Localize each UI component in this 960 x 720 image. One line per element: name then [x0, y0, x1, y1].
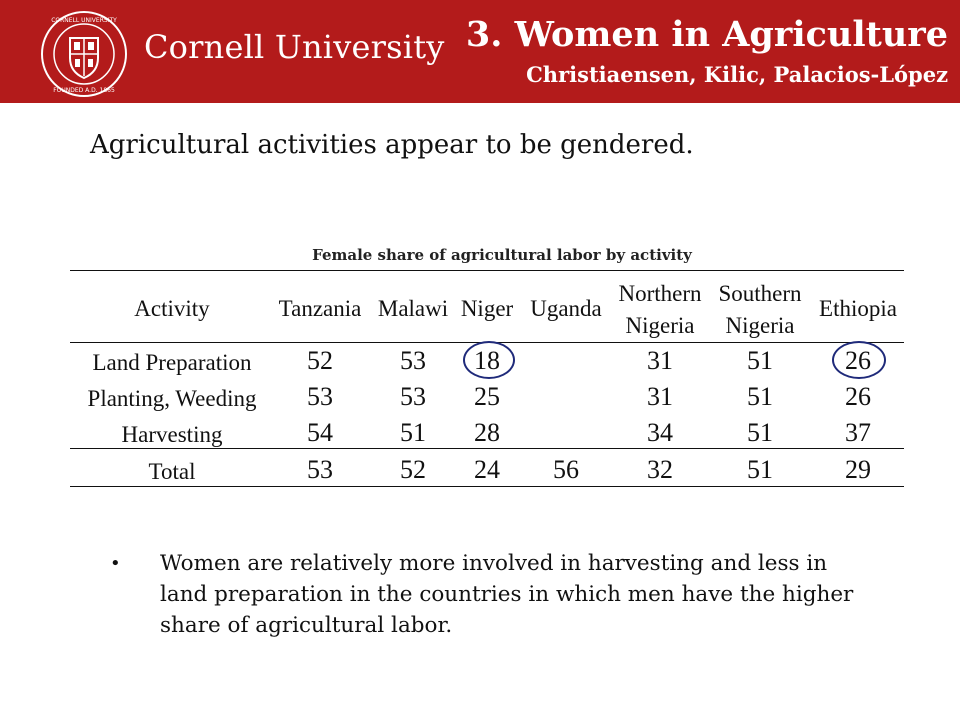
slide-title: 3. Women in Agriculture: [465, 14, 948, 55]
cornell-seal-icon: CORNELL UNIVERSITY FOUNDED A.D. 1865: [41, 11, 127, 97]
highlight-circle-niger: [463, 341, 515, 379]
lead-statement: Agricultural activities appear to be gen…: [90, 130, 694, 160]
bullet-text: Women are relatively more involved in ha…: [160, 551, 854, 638]
svg-text:FOUNDED A.D. 1865: FOUNDED A.D. 1865: [53, 87, 115, 94]
table-top-rule: [70, 270, 904, 271]
svg-text:CORNELL UNIVERSITY: CORNELL UNIVERSITY: [51, 17, 117, 24]
table-caption: Female share of agricultural labor by ac…: [312, 246, 692, 264]
table-total-rule: [70, 448, 904, 449]
university-name: Cornell University: [144, 28, 445, 66]
slide-subtitle: Christiaensen, Kilic, Palacios-López: [526, 62, 948, 87]
header-banner: CORNELL UNIVERSITY FOUNDED A.D. 1865 Cor…: [0, 0, 960, 103]
data-table: Activity Tanzania Malawi Niger Uganda No…: [70, 270, 904, 488]
highlight-circle-ethiopia: [832, 341, 886, 379]
bullet-item: • Women are relatively more involved in …: [110, 548, 868, 641]
table-bottom-rule: [70, 486, 904, 487]
bullet-dot-icon: •: [110, 553, 121, 574]
